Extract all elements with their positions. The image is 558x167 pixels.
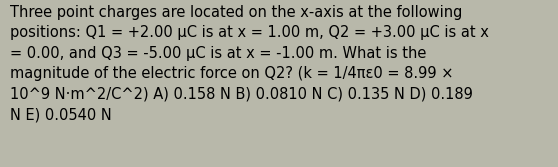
- Text: Three point charges are located on the x-axis at the following
positions: Q1 = +: Three point charges are located on the x…: [10, 5, 489, 122]
